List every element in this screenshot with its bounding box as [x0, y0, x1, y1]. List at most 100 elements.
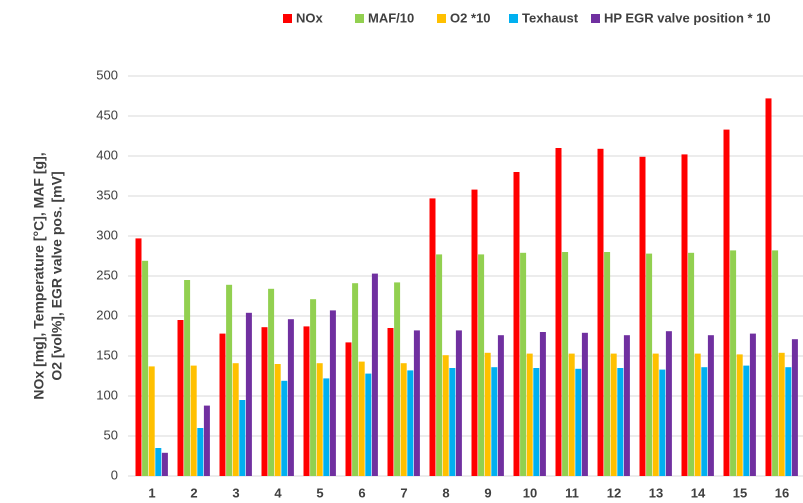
bar: [407, 370, 414, 476]
bar: [261, 327, 268, 476]
y-tick-label: 50: [104, 427, 118, 442]
bar: [478, 254, 485, 476]
bar: [197, 428, 204, 476]
bar: [226, 284, 233, 476]
bar: [310, 299, 317, 476]
bar: [268, 288, 275, 476]
bar: [155, 448, 162, 476]
legend-swatch: [283, 14, 292, 23]
bar: [142, 260, 149, 476]
bar: [303, 326, 310, 476]
bar: [358, 361, 365, 476]
bar: [345, 342, 352, 476]
x-tick-label: 2: [190, 485, 197, 500]
bar: [623, 335, 630, 476]
bar: [604, 252, 611, 476]
y-axis-label: NOx [mg], Temperature [°C], MAF [g],: [31, 152, 47, 399]
bar: [791, 339, 798, 476]
bar: [639, 156, 646, 477]
bar: [533, 368, 540, 476]
x-tick-label: 12: [607, 485, 621, 500]
bar: [568, 353, 575, 476]
bar: [701, 367, 708, 476]
legend-swatch: [437, 14, 446, 23]
bar: [497, 335, 504, 476]
x-tick-label: 3: [232, 485, 239, 500]
bar: [646, 253, 653, 476]
bar: [765, 98, 772, 477]
bar: [135, 238, 142, 476]
bar: [743, 365, 750, 476]
legend-label: NOx: [296, 10, 324, 25]
y-tick-label: 0: [111, 467, 118, 482]
bar: [575, 368, 582, 476]
bar: [190, 365, 197, 476]
bar: [526, 353, 533, 476]
bar: [778, 352, 785, 476]
bar: [219, 333, 226, 476]
bar: [597, 148, 604, 477]
bar: [371, 273, 378, 476]
bar: [449, 368, 456, 476]
bar: [455, 330, 462, 476]
y-tick-label: 350: [96, 187, 118, 202]
bar: [749, 333, 756, 476]
bar: [707, 335, 714, 476]
bar: [610, 353, 617, 476]
x-tick-label: 10: [523, 485, 537, 500]
bar: [562, 252, 569, 476]
bar: [148, 366, 155, 476]
bar: [730, 250, 737, 476]
x-tick-label: 1: [148, 485, 155, 500]
y-tick-label: 150: [96, 347, 118, 362]
bar: [688, 252, 695, 476]
bar: [539, 332, 546, 476]
bar: [491, 367, 498, 476]
y-tick-label: 300: [96, 227, 118, 242]
bar: [471, 189, 478, 476]
x-tick-label: 14: [691, 485, 706, 500]
bar: [484, 352, 491, 476]
legend-label: O2 *10: [450, 10, 490, 25]
bar: [736, 354, 743, 476]
bar: [785, 367, 792, 476]
bar: [316, 363, 323, 476]
legend-swatch: [591, 14, 600, 23]
bar: [387, 328, 394, 476]
bar: [681, 154, 688, 476]
bar: [365, 373, 372, 476]
bar: [394, 282, 401, 476]
bar: [617, 368, 624, 476]
bar: [245, 312, 252, 476]
bar: [232, 363, 239, 476]
bar: [161, 452, 168, 476]
x-tick-label: 6: [358, 485, 365, 500]
x-tick-label: 7: [400, 485, 407, 500]
bar: [659, 369, 666, 476]
y-tick-label: 200: [96, 307, 118, 322]
x-tick-label: 13: [649, 485, 663, 500]
x-tick-label: 8: [442, 485, 449, 500]
bar: [413, 330, 420, 476]
bar: [652, 353, 659, 476]
bar: [329, 310, 336, 476]
legend-swatch: [509, 14, 518, 23]
y-tick-label: 400: [96, 147, 118, 162]
bar: [436, 254, 443, 476]
y-tick-label: 500: [96, 67, 118, 82]
bar: [274, 364, 281, 476]
legend-label: MAF/10: [368, 10, 414, 25]
y-tick-label: 450: [96, 107, 118, 122]
bar: [513, 172, 520, 476]
x-tick-label: 16: [775, 485, 789, 500]
y-tick-label: 100: [96, 387, 118, 402]
legend-label: Texhaust: [522, 10, 579, 25]
bar: [203, 405, 210, 476]
bar: [177, 320, 184, 476]
x-tick-label: 15: [733, 485, 747, 500]
x-tick-label: 4: [274, 485, 282, 500]
bar: [772, 250, 779, 476]
legend-swatch: [355, 14, 364, 23]
bar: [352, 283, 359, 476]
